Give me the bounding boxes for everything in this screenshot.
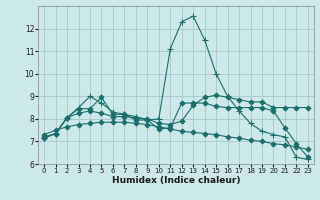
X-axis label: Humidex (Indice chaleur): Humidex (Indice chaleur) (112, 176, 240, 185)
